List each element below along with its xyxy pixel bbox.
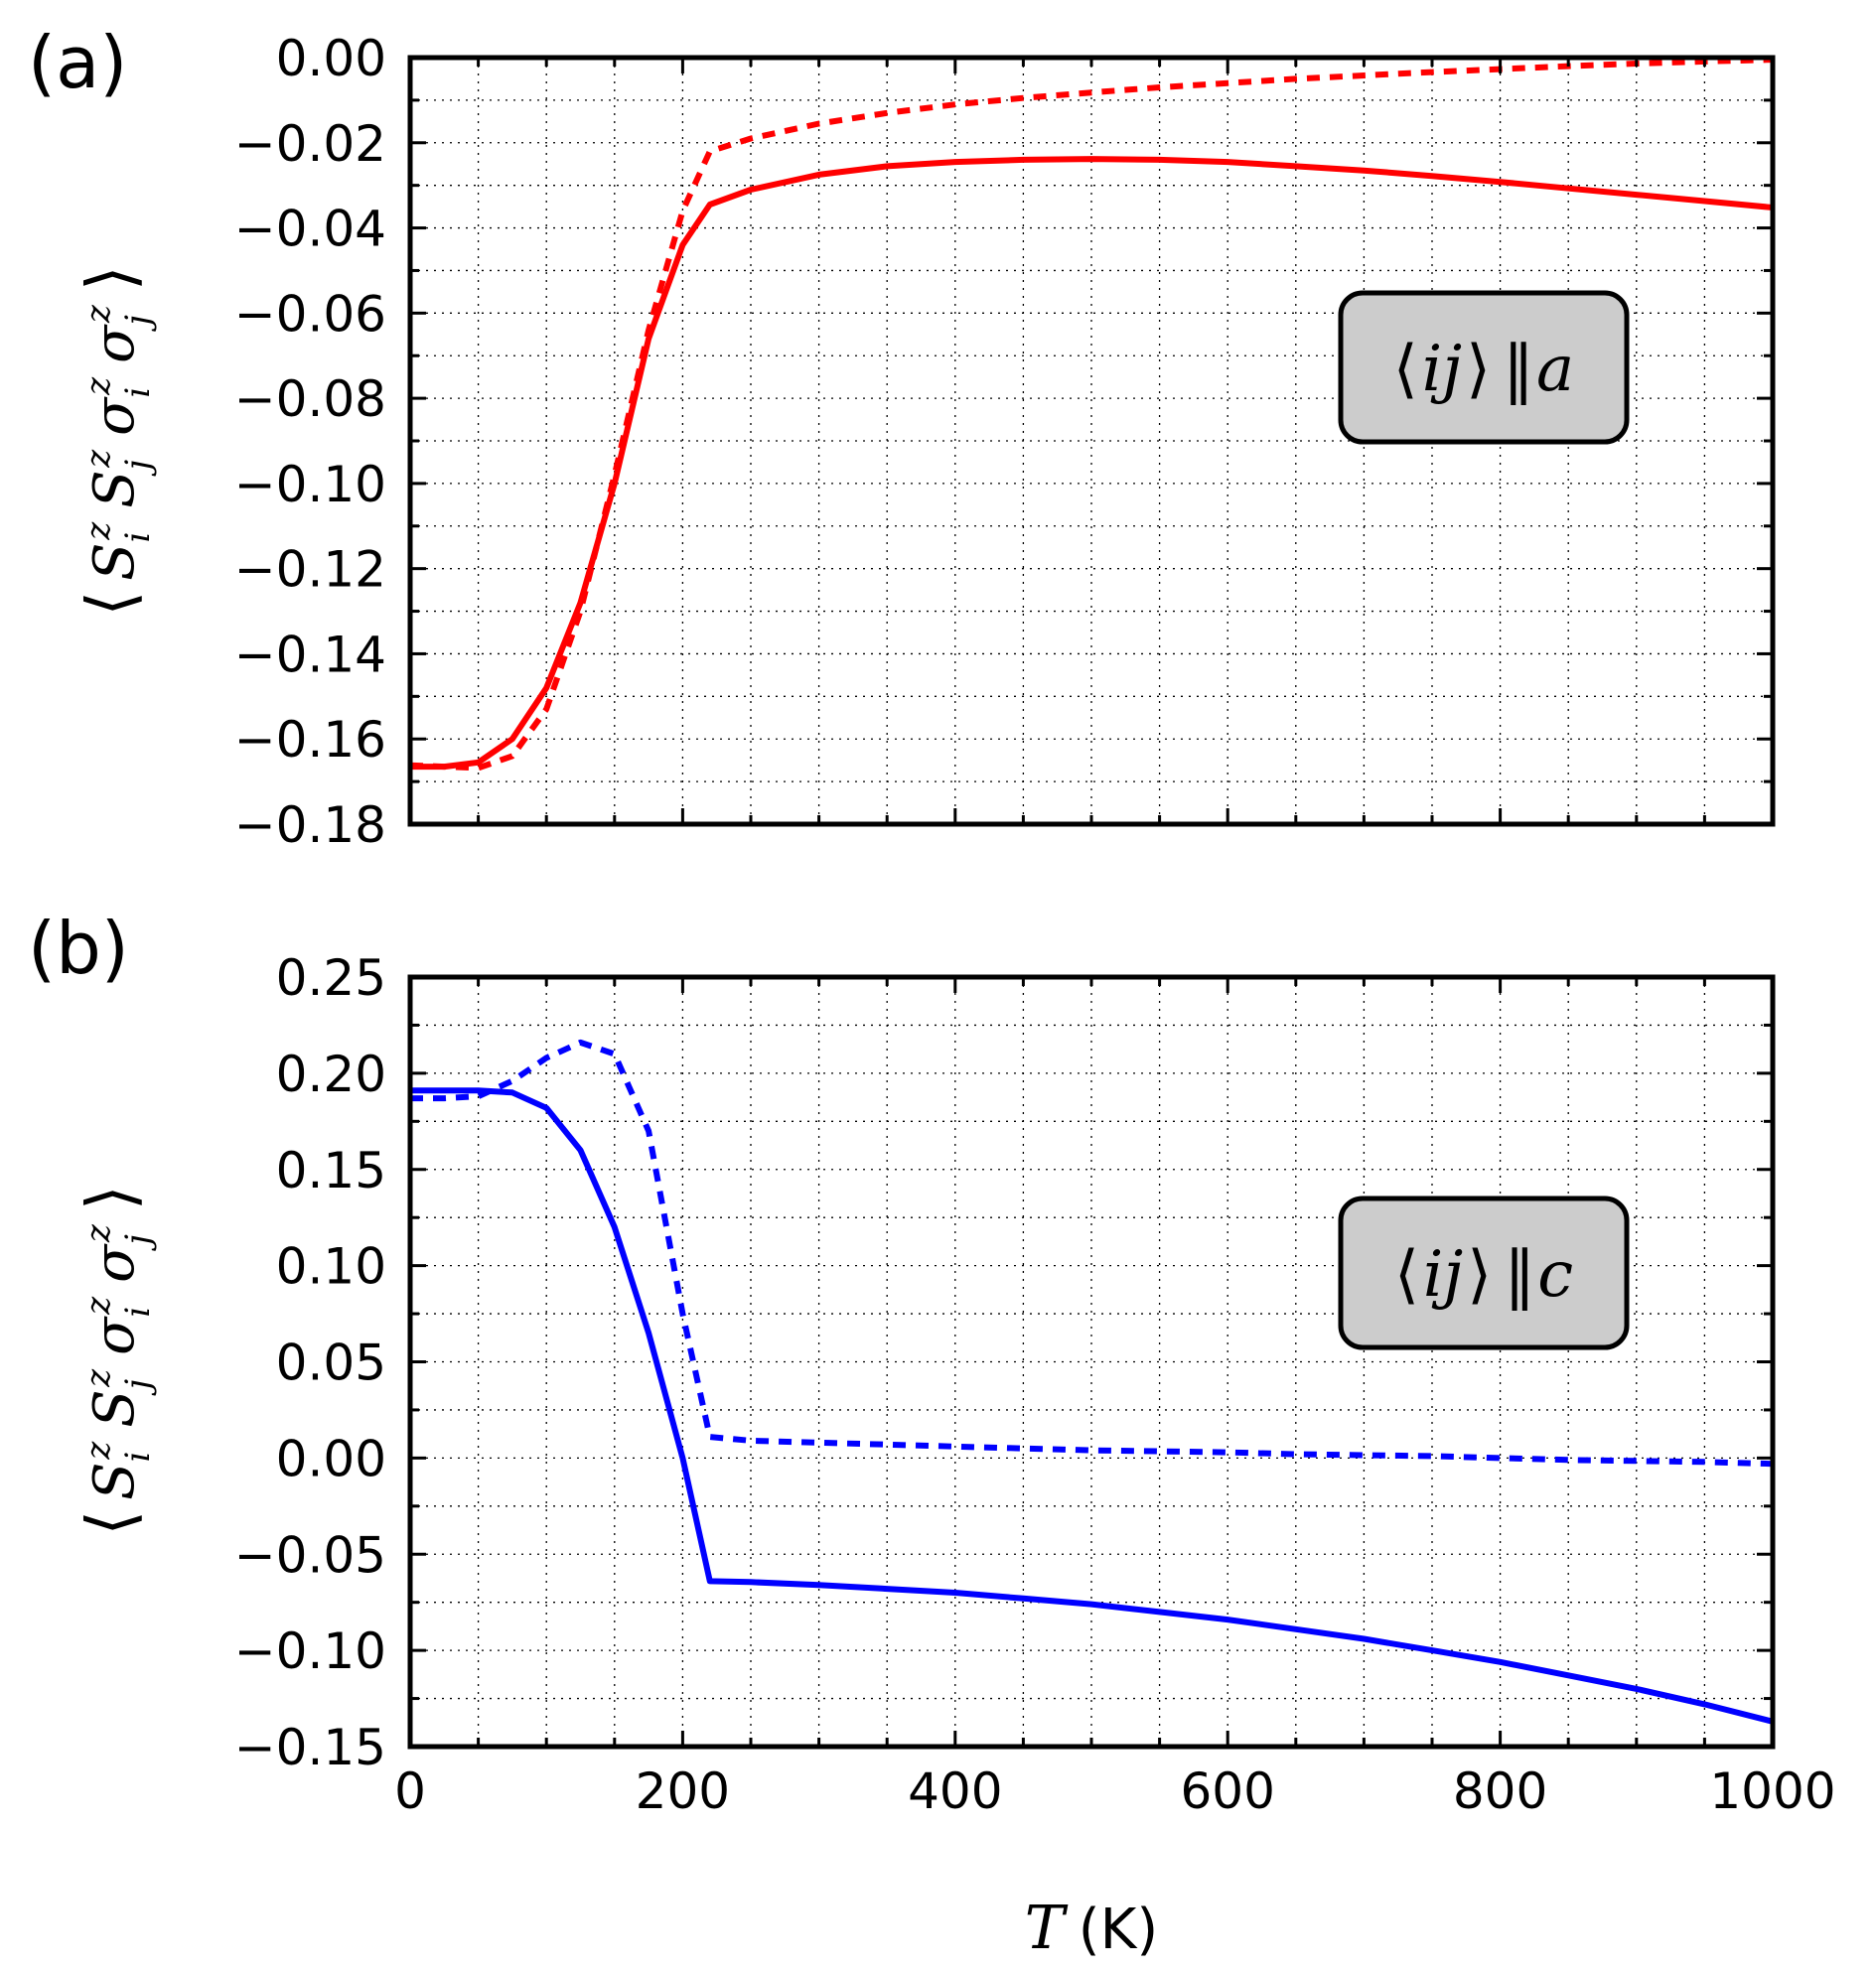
series-line-solid [410, 156, 1774, 771]
y-tick-label: −0.06 [234, 285, 386, 343]
y-tick-label: 0.10 [276, 1238, 386, 1296]
series-line-dotted [409, 57, 1774, 772]
y-tick-label: −0.02 [234, 115, 386, 173]
x-tick-label: 1000 [1709, 1762, 1835, 1820]
series-line-dotted [410, 1039, 1774, 1468]
y-tick-label: −0.10 [234, 1622, 386, 1680]
panel-b-ylabel: ⟨SizSjzσizσjz⟩ [72, 1185, 158, 1535]
x-axis-label-var: T [1025, 1894, 1069, 1963]
y-tick-label: 0.20 [276, 1046, 386, 1103]
panel-b-ylabel-text: ⟨SizSjzσizσjz⟩ [72, 1185, 158, 1535]
x-tick-label: 800 [1453, 1762, 1547, 1820]
panel-b-label: (b) [28, 907, 129, 990]
panel-a: (a) 0.00 −0.02 −0.04 −0.06 −0.08 −0.10 −0.12 −0… [28, 21, 1776, 854]
y-tick-label: −0.14 [234, 626, 386, 683]
panel-b: (b) 0.25 0.20 0.15 0.10 0.05 0.00 −0.05 −0.10 −0… [28, 907, 1836, 1820]
x-axis-label: T (K) [1025, 1894, 1158, 1963]
panel-b-grid [410, 977, 1773, 1747]
y-tick-label: −0.04 [234, 201, 386, 258]
y-tick-label: −0.15 [234, 1719, 386, 1776]
panel-b-ticks [408, 975, 1775, 1749]
panel-b-x-tick-labels: 0 200 400 600 800 1000 [394, 1762, 1836, 1820]
x-tick-label: 400 [908, 1762, 1002, 1820]
panel-b-series [410, 1039, 1774, 1725]
y-tick-label: −0.08 [234, 370, 386, 428]
y-tick-label: 0.05 [276, 1335, 386, 1392]
panel-b-annotation: ⟨ij⟩ ‖c [1338, 1196, 1630, 1350]
y-tick-label: −0.12 [234, 541, 386, 599]
y-tick-label: −0.05 [234, 1526, 386, 1584]
y-tick-label: −0.10 [234, 456, 386, 513]
panel-a-frame [407, 55, 1776, 827]
panel-a-ylabel-text: ⟨SizSjzσizσjz⟩ [72, 265, 158, 616]
y-tick-label: −0.16 [234, 711, 386, 769]
y-tick-label: 0.15 [276, 1142, 386, 1199]
panel-a-label: (a) [28, 21, 127, 104]
panel-b-frame [407, 974, 1776, 1750]
panel-a-y-tick-labels: 0.00 −0.02 −0.04 −0.06 −0.08 −0.10 −0.12 −0.14 −… [234, 30, 386, 854]
panel-a-annotation: ⟨ij⟩ ‖a [1338, 290, 1630, 445]
y-tick-label: 0.00 [276, 30, 386, 87]
y-tick-label: −0.18 [234, 796, 386, 854]
panel-b-y-tick-labels: 0.25 0.20 0.15 0.10 0.05 0.00 −0.05 −0.10 −0.15 [234, 949, 386, 1776]
y-tick-label: 0.00 [276, 1430, 386, 1487]
panel-a-annotation-text: ⟨ij⟩ ‖a [1393, 333, 1574, 406]
x-tick-label: 200 [636, 1762, 730, 1820]
panel-a-annotation-box [1338, 290, 1630, 445]
panel-b-annotation-text: ⟨ij⟩ ‖c [1394, 1238, 1573, 1312]
panel-b-annotation-box [1338, 1196, 1630, 1350]
series-line-solid [410, 1087, 1774, 1725]
panel-a-ylabel: ⟨SizSjzσizσjz⟩ [72, 265, 158, 616]
x-tick-label: 600 [1180, 1762, 1274, 1820]
x-axis-label-unit: (K) [1079, 1898, 1158, 1962]
x-tick-label: 0 [394, 1762, 426, 1820]
y-tick-label: 0.25 [276, 949, 386, 1007]
panel-a-series [409, 57, 1774, 772]
